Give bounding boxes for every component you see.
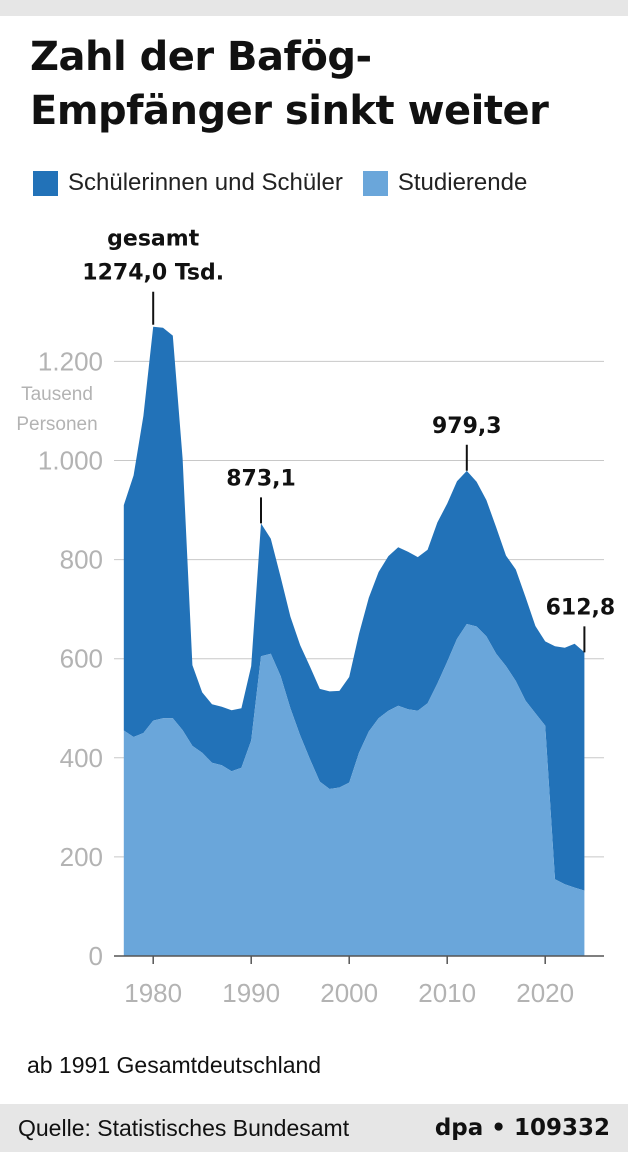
footnote: ab 1991 Gesamtdeutschland [27,1052,322,1078]
x-tick-label-2010: 2010 [418,978,476,1008]
legend: Schülerinnen und Schüler Studierende [33,166,547,200]
x-tick-label-2000: 2000 [320,978,378,1008]
top-strip [0,0,628,16]
y-tick-label-800: 800 [60,545,103,575]
y-tick-label-600: 600 [60,644,103,674]
y-tick-label-1200: 1.200 [38,346,103,376]
x-tick-label-1990: 1990 [222,978,280,1008]
y-axis-unit-line-2: Personen [16,414,97,435]
y-tick-label-400: 400 [60,743,103,773]
source-note: Quelle: Statistisches Bundesamt [18,1114,350,1141]
annotation-label-1991-0: 873,1 [226,466,296,491]
x-tick-label-2020: 2020 [516,978,574,1008]
y-tick-label-0: 0 [89,941,103,971]
series-area-studierende [123,624,585,956]
title-line-1: Zahl der Bafög- [30,34,372,80]
annotation-label-1980-1: 1274,0 Tsd. [82,261,224,286]
chart-title: Zahl der Bafög- Empfänger sinkt weiter [30,30,610,138]
series-area-schueler [123,326,585,891]
legend-swatch-schueler [33,170,58,196]
area-chart: 0 200 400 600 800 1.000 1.200 Tausend Personen 19… [16,227,616,1008]
y-tick-label-200: 200 [60,842,103,872]
footer-bar: Quelle: Statistisches Bundesamt dpa • 10… [0,1104,628,1152]
legend-label-schueler: Schülerinnen und Schüler [68,169,343,196]
y-tick-label-1000: 1.000 [38,446,103,476]
annotation-label-1980-0: gesamt [107,227,200,252]
legend-swatch-studierende [362,170,388,196]
legend-item-schueler: Schülerinnen und Schüler [33,169,343,197]
legend-label-studierende: Studierende [397,169,528,196]
annotation-label-2012-0: 979,3 [432,414,502,439]
x-tick-label-1980: 1980 [124,978,182,1008]
annotation-label-2024-0: 612,8 [546,595,616,620]
legend-item-studierende: Studierende [362,169,528,197]
title-line-2: Empfänger sinkt weiter [30,88,549,134]
y-axis-unit-line-1: Tausend [21,384,93,405]
agency-credit: dpa • 109332 [434,1115,610,1141]
